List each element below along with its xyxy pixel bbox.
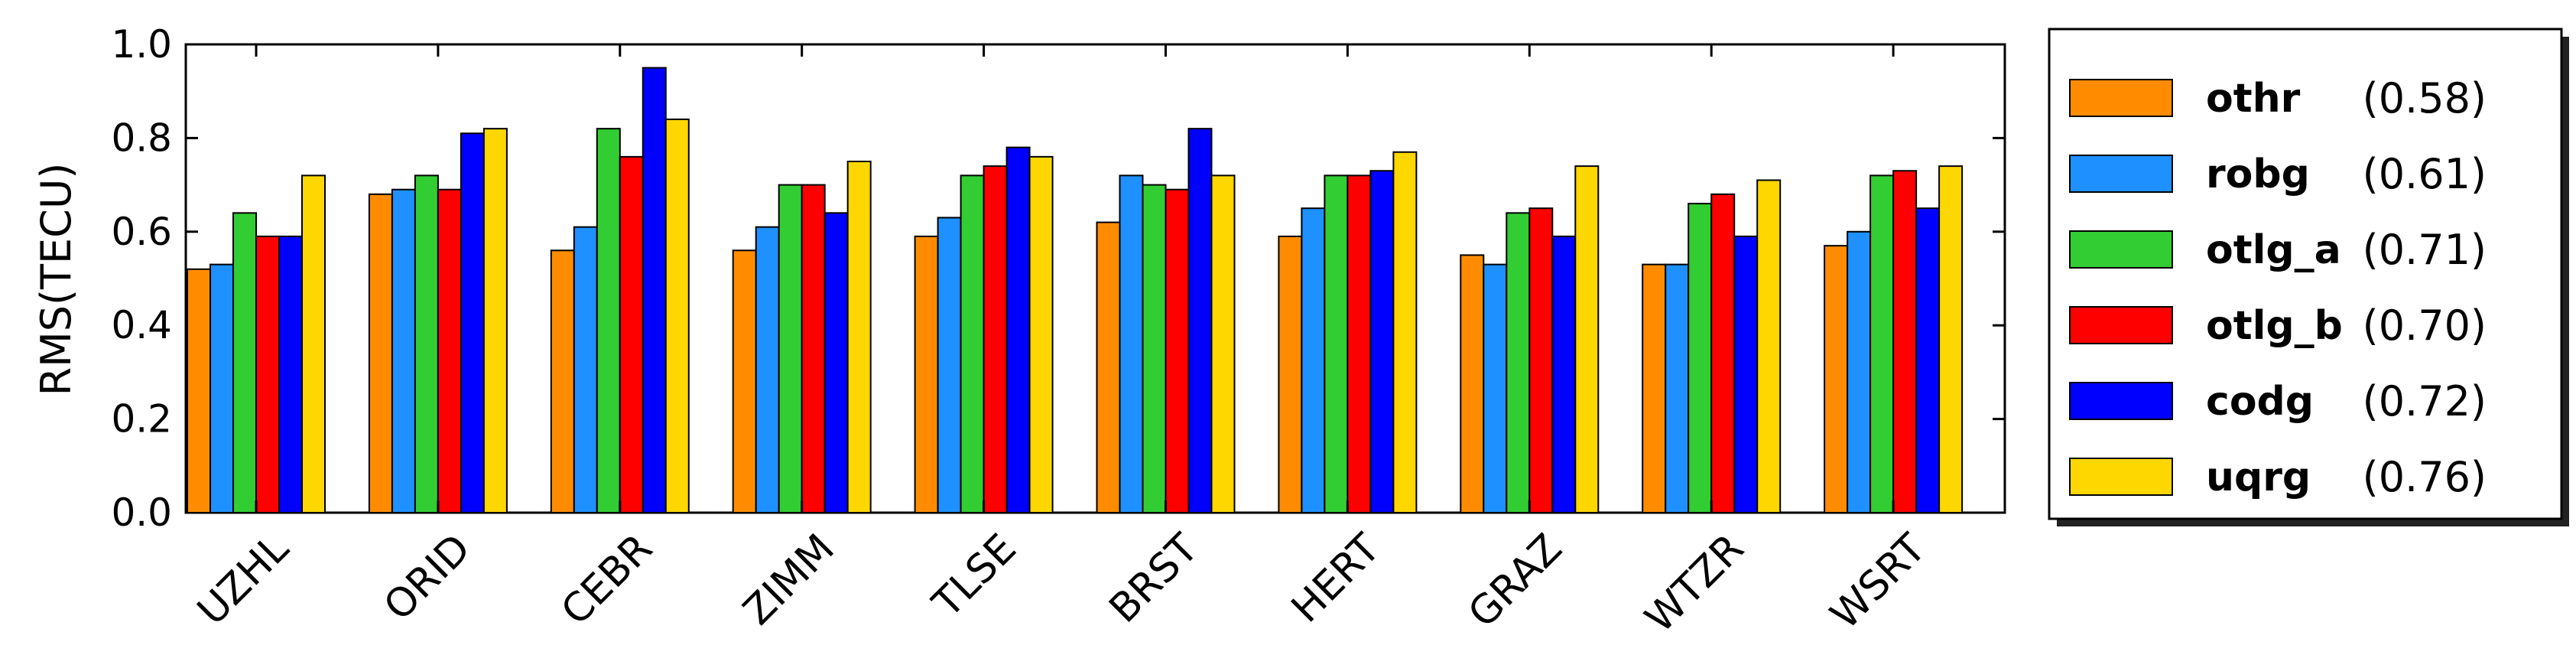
bar-otlg_a-CEBR <box>596 128 621 513</box>
bar-codg-BRST <box>1187 128 1213 513</box>
x-tick-label-HERT: HERT <box>1283 526 1389 632</box>
bar-othr-WTZR <box>1642 263 1667 513</box>
legend-score-codg: (0.72) <box>2363 377 2487 425</box>
bar-othr-GRAZ <box>1460 254 1485 513</box>
bar-codg-TLSE <box>1005 146 1031 513</box>
bar-robg-ZIMM <box>755 226 780 513</box>
bar-robg-WSRT <box>1847 230 1872 513</box>
bar-codg-ORID <box>460 132 485 513</box>
legend-score-robg: (0.61) <box>2363 150 2487 198</box>
bar-otlg_b-UZHL <box>255 235 280 513</box>
legend-label-otlg_b: otlg_b <box>2206 303 2343 349</box>
bar-othr-ORID <box>368 193 393 513</box>
y-tick-label: 0.0 <box>111 490 172 535</box>
plot-frame <box>184 43 2006 514</box>
bar-robg-WTZR <box>1665 263 1690 513</box>
bar-otlg_a-WTZR <box>1688 203 1713 513</box>
bar-codg-UZHL <box>278 235 303 513</box>
y-axis-label: RMS(TECU) <box>32 163 80 396</box>
bar-uqrg-GRAZ <box>1574 165 1600 513</box>
bar-otlg_a-ORID <box>414 174 439 514</box>
bar-codg-GRAZ <box>1551 235 1577 513</box>
bar-othr-CEBR <box>550 249 575 513</box>
bar-codg-CEBR <box>642 67 667 514</box>
legend-swatch-otlg_a <box>2069 230 2173 269</box>
bar-codg-ZIMM <box>823 212 849 513</box>
x-tick-label-TLSE: TLSE <box>924 526 1025 627</box>
bar-otlg_b-WTZR <box>1710 193 1736 513</box>
bar-uqrg-ZIMM <box>846 161 872 513</box>
bar-codg-HERT <box>1369 170 1395 514</box>
y-tick-label: 0.6 <box>111 210 172 254</box>
bar-othr-ZIMM <box>732 249 757 513</box>
bar-uqrg-UZHL <box>301 174 326 514</box>
x-tick-label-ZIMM: ZIMM <box>735 526 843 634</box>
bar-otlg_b-HERT <box>1346 174 1372 514</box>
y-tick-label: 1.0 <box>111 22 172 67</box>
bar-otlg_a-GRAZ <box>1506 212 1531 513</box>
bar-robg-BRST <box>1119 174 1144 514</box>
bar-robg-ORID <box>391 188 416 513</box>
legend-swatch-otlg_b <box>2069 306 2173 344</box>
plot-area: 0.0 0.2 0.4 0.6 0.8 1.0 UZHL ORID CEBR ZIMM TLSE BR… <box>111 22 2006 642</box>
bar-uqrg-HERT <box>1392 151 1418 513</box>
bar-otlg_a-WSRT <box>1869 174 1895 514</box>
bar-otlg_a-UZHL <box>232 212 257 513</box>
bar-uqrg-ORID <box>482 128 508 513</box>
legend-swatch-codg <box>2069 382 2173 420</box>
bar-uqrg-WTZR <box>1756 179 1782 513</box>
legend-label-othr: othr <box>2206 76 2301 122</box>
legend-label-uqrg: uqrg <box>2206 455 2311 500</box>
bar-otlg_b-WSRT <box>1892 170 1918 514</box>
legend: othr (0.58) robg (0.61) otlg_a (0.71) otlg_b (0… <box>2048 28 2569 526</box>
bar-uqrg-BRST <box>1210 174 1236 514</box>
bar-robg-CEBR <box>573 226 598 513</box>
legend-score-uqrg: (0.76) <box>2363 453 2487 501</box>
bar-otlg_a-ZIMM <box>778 184 803 513</box>
x-tick-label-WSRT: WSRT <box>1822 526 1935 639</box>
bar-uqrg-WSRT <box>1938 165 1964 513</box>
x-tick-label-CEBR: CEBR <box>553 526 661 634</box>
bar-othr-WSRT <box>1824 245 1849 513</box>
bar-othr-BRST <box>1096 221 1121 513</box>
x-tick-label-WTZR: WTZR <box>1636 526 1753 642</box>
legend-label-codg: codg <box>2206 379 2314 425</box>
bar-robg-UZHL <box>210 263 234 513</box>
bar-codg-WTZR <box>1733 235 1759 513</box>
legend-label-robg: robg <box>2206 152 2310 197</box>
x-tick-label-UZHL: UZHL <box>189 526 297 634</box>
legend-swatch-othr <box>2069 79 2173 117</box>
bar-otlg_b-CEBR <box>619 155 644 513</box>
bar-otlg_a-TLSE <box>960 174 985 514</box>
bar-othr-UZHL <box>187 268 211 513</box>
legend-swatch-robg <box>2069 155 2173 193</box>
bar-otlg_b-BRST <box>1165 188 1190 513</box>
bar-othr-HERT <box>1278 235 1303 513</box>
y-tick-label: 0.8 <box>111 116 172 160</box>
y-tick-label: 0.4 <box>111 303 172 347</box>
legend-score-otlg_b: (0.70) <box>2363 301 2487 350</box>
bar-robg-TLSE <box>937 217 962 513</box>
bar-uqrg-CEBR <box>664 118 690 514</box>
bar-otlg_b-TLSE <box>983 165 1008 513</box>
bar-otlg_b-GRAZ <box>1528 207 1554 513</box>
bar-otlg_b-ORID <box>437 188 462 513</box>
legend-score-othr: (0.58) <box>2363 74 2487 122</box>
bar-othr-TLSE <box>914 235 939 513</box>
bar-codg-WSRT <box>1915 207 1941 513</box>
bar-otlg_b-ZIMM <box>801 184 826 513</box>
legend-label-otlg_a: otlg_a <box>2206 227 2341 273</box>
x-tick-label-GRAZ: GRAZ <box>1460 526 1571 637</box>
bar-otlg_a-BRST <box>1142 184 1167 513</box>
bar-otlg_a-HERT <box>1324 174 1349 514</box>
legend-score-otlg_a: (0.71) <box>2363 226 2487 274</box>
x-tick-label-BRST: BRST <box>1101 526 1207 632</box>
bar-uqrg-TLSE <box>1028 155 1054 513</box>
legend-swatch-uqrg <box>2069 458 2173 496</box>
bar-robg-GRAZ <box>1483 263 1508 513</box>
x-tick-label-ORID: ORID <box>375 526 479 630</box>
y-tick-label: 0.2 <box>111 397 172 442</box>
bar-robg-HERT <box>1301 207 1326 513</box>
